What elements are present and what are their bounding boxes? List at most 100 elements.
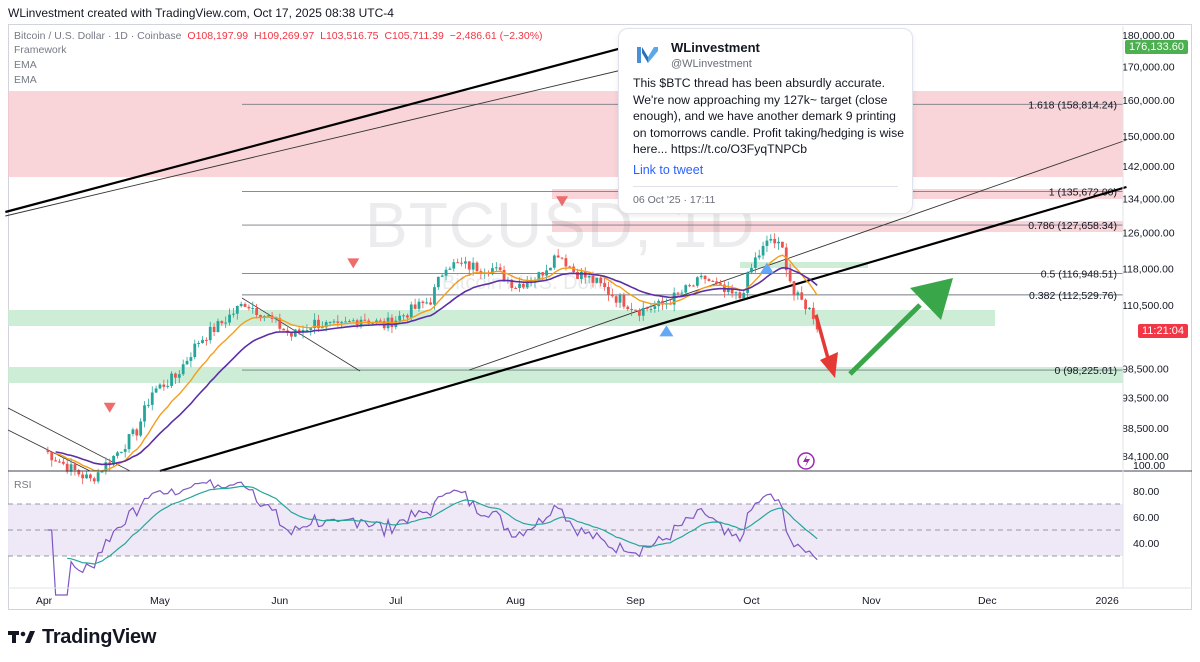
tweet-author-name[interactable]: WLinvestment — [671, 40, 760, 55]
candle-body — [398, 315, 402, 321]
ohlc-open: O108,197.99 — [187, 30, 249, 42]
candle-body — [444, 269, 448, 276]
tradingview-logo-icon[interactable] — [8, 629, 38, 645]
candle-body — [243, 303, 247, 307]
price-axis-tick: 118,000.00 — [1122, 264, 1174, 276]
price-axis-tick: 160,000.00 — [1122, 95, 1175, 107]
candle-body — [614, 296, 618, 303]
candle-body — [514, 287, 518, 289]
candle-body — [305, 329, 309, 331]
candle-body — [765, 240, 769, 247]
ohlc-close: C105,711.39 — [384, 30, 444, 42]
candle-body — [738, 292, 742, 299]
candle-body — [591, 275, 595, 283]
candle-body — [177, 374, 181, 378]
indicator-ema-label[interactable]: EMA — [14, 59, 37, 71]
candle-body — [282, 328, 286, 331]
tweet-author-handle[interactable]: @WLinvestment — [671, 58, 752, 70]
candle-body — [146, 404, 150, 406]
candle-body — [777, 241, 780, 244]
candle-body — [351, 320, 355, 322]
candle-body — [143, 405, 146, 422]
candle-body — [220, 321, 224, 324]
candles-group — [46, 233, 819, 485]
time-axis-tick: Sep — [626, 595, 645, 607]
candle-body — [81, 474, 85, 479]
top-price-badge: 176,133.60 — [1124, 40, 1188, 54]
candle-body — [197, 342, 201, 344]
candle-body — [54, 460, 57, 462]
time-axis-tick: Apr — [36, 595, 53, 607]
zone-rect — [8, 310, 995, 326]
candle-body — [684, 285, 688, 293]
candle-body — [340, 321, 344, 323]
candle-body — [610, 294, 614, 297]
candle-body — [572, 266, 576, 273]
candle-body — [166, 385, 170, 387]
candle-body — [603, 283, 606, 287]
candle-body — [309, 328, 313, 330]
candle-body — [181, 364, 185, 375]
candle-body — [58, 461, 61, 463]
chart-header-text: WLinvestment created with TradingView.co… — [8, 6, 394, 20]
candle-body — [150, 392, 154, 405]
candle-body — [471, 262, 475, 270]
rsi-axis-tick: 40.00 — [1133, 538, 1159, 550]
price-axis-tick: 170,000.00 — [1122, 62, 1175, 74]
candle-body — [421, 301, 425, 304]
tweet-card[interactable]: WLinvestment @WLinvestment This $BTC thr… — [618, 28, 913, 214]
candle-body — [127, 434, 131, 450]
ohlc-low: L103,516.75 — [320, 30, 379, 42]
candle-body — [676, 292, 680, 294]
link-to-tweet[interactable]: Link to tweet — [633, 163, 704, 177]
candle-body — [247, 306, 251, 309]
symbol-name[interactable]: Bitcoin / U.S. Dollar · 1D · Coinbase — [14, 30, 182, 42]
candle-body — [479, 271, 483, 274]
countdown-badge: 11:21:04 — [1137, 324, 1188, 338]
symbol-watermark-description: Bitcoin / U.S. Dollar — [442, 272, 616, 294]
candle-body — [769, 238, 773, 241]
candle-body — [116, 452, 119, 456]
candle-body — [699, 275, 703, 278]
candle-body — [568, 266, 572, 268]
candle-body — [607, 286, 610, 295]
candle-body — [112, 455, 115, 465]
rsi-ma-line — [67, 485, 818, 565]
candle-body — [85, 474, 88, 479]
indicator-ema-label[interactable]: EMA — [14, 74, 37, 86]
candle-body — [239, 303, 243, 307]
tweet-divider — [633, 186, 898, 187]
candle-body — [518, 283, 521, 288]
zone-rect — [552, 221, 1123, 232]
candle-body — [69, 464, 73, 472]
rsi-pane-label[interactable]: RSI — [14, 479, 32, 491]
time-axis-tick: May — [150, 595, 171, 607]
candle-body — [429, 302, 432, 305]
time-axis-tick: Oct — [743, 595, 759, 607]
candle-body — [556, 255, 560, 258]
candle-body — [212, 326, 216, 333]
candle-body — [452, 262, 456, 269]
candle-body — [92, 478, 96, 482]
fib-level-label: 0 (98,225.01) — [1055, 365, 1117, 377]
candle-body — [185, 360, 189, 365]
candle-body — [317, 319, 320, 329]
candle-body — [510, 279, 514, 288]
candle-body — [425, 302, 429, 304]
price-axis-tick: 98,500.00 — [1122, 364, 1169, 376]
rsi-axis-tick: 80.00 — [1133, 486, 1159, 498]
candle-body — [703, 275, 707, 280]
indicator-framework-label[interactable]: Framework — [14, 44, 67, 56]
candle-body — [297, 329, 301, 333]
candle-body — [757, 255, 761, 258]
candle-body — [290, 332, 293, 337]
time-axis-tick: Aug — [506, 595, 525, 607]
price-axis-tick: 88,500.00 — [1122, 423, 1169, 435]
tradingview-brand: TradingView — [42, 625, 157, 648]
candle-body — [189, 357, 193, 361]
candle-body — [201, 339, 204, 343]
candle-body — [278, 318, 282, 329]
candle-body — [193, 343, 197, 358]
candle-body — [348, 321, 351, 323]
